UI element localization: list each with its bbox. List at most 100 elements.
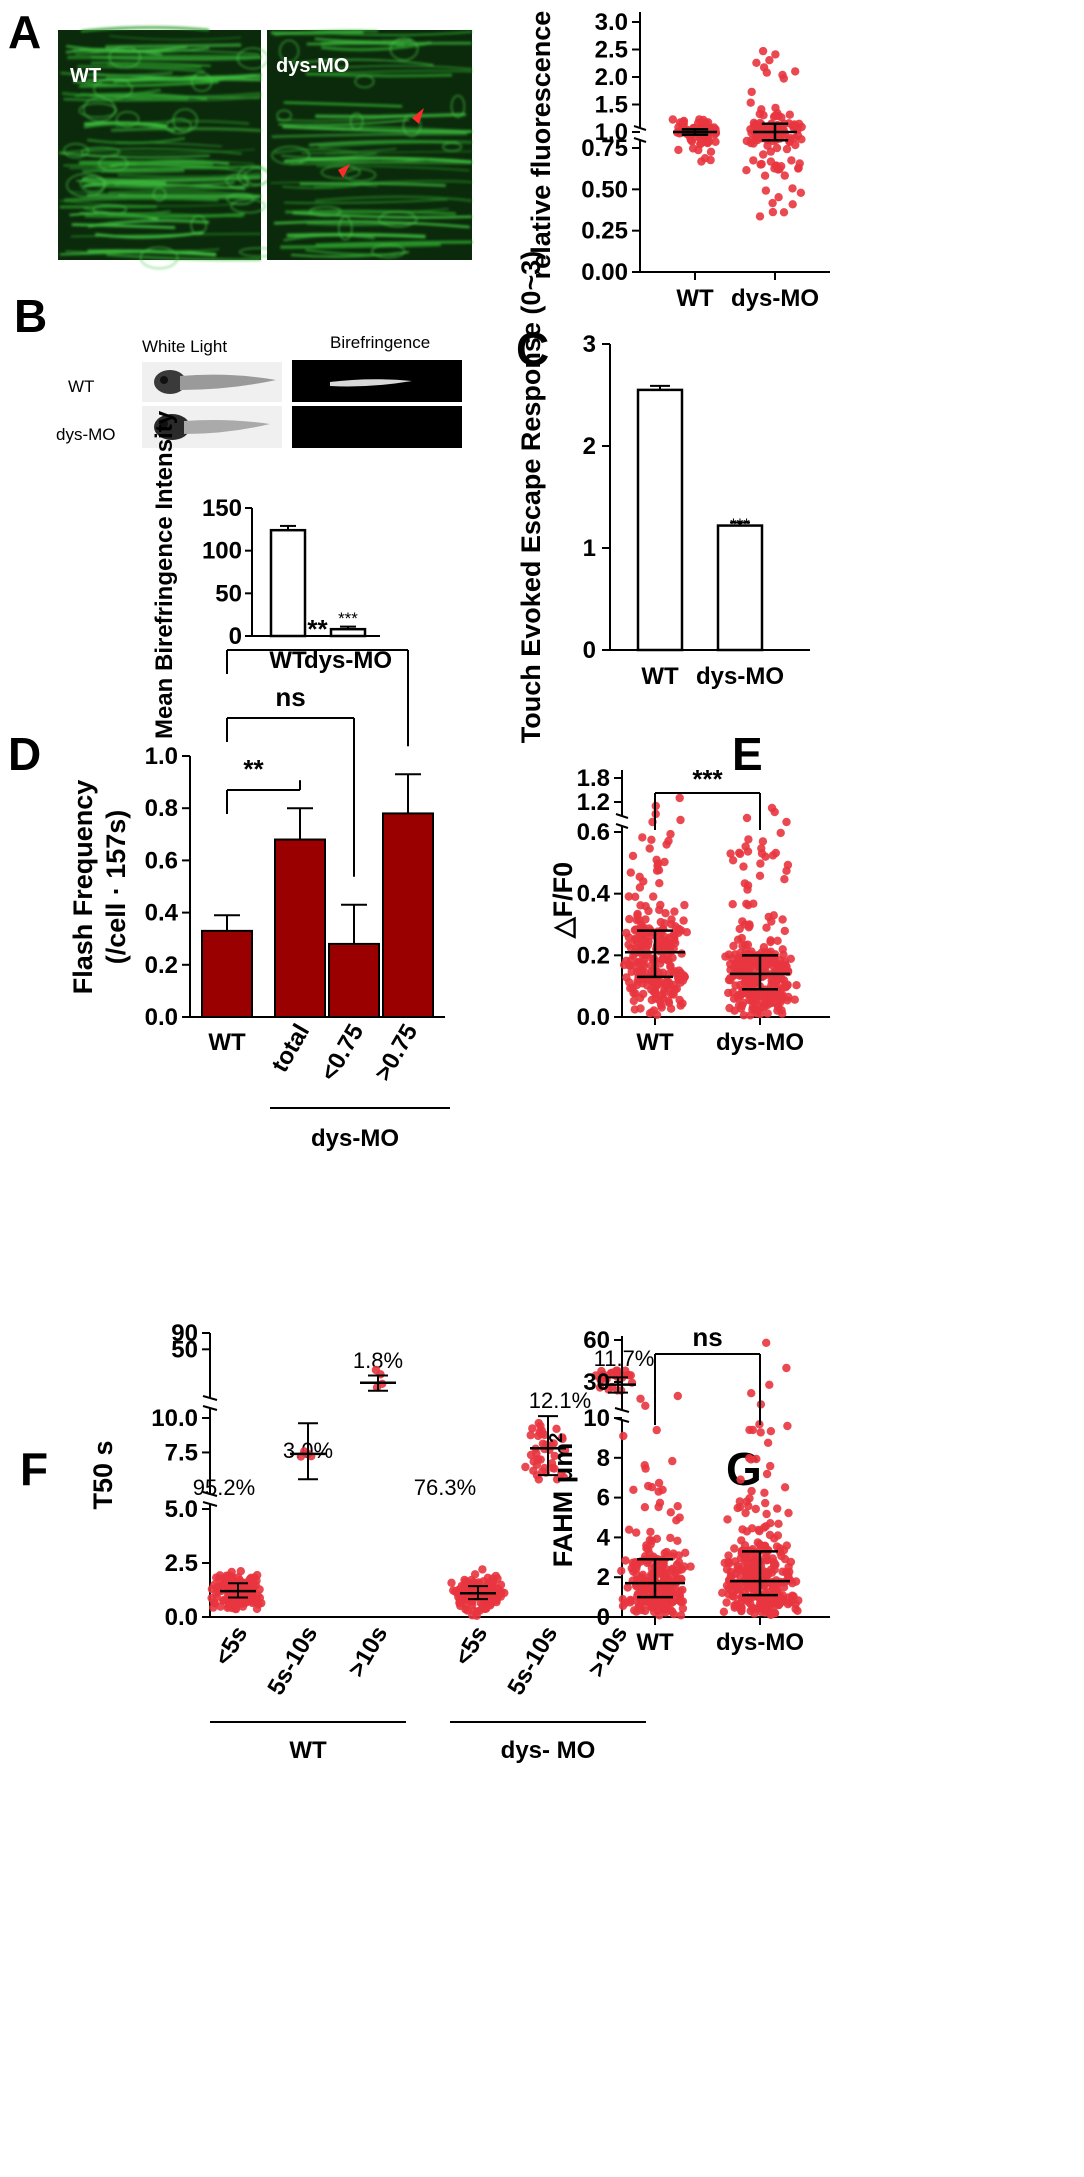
data-point	[457, 1581, 466, 1591]
data-point	[756, 160, 765, 169]
axis-break-mark	[202, 1491, 218, 1497]
fish-mo-white-light	[154, 414, 270, 440]
comparison-label: **	[243, 754, 264, 784]
data-point	[762, 1509, 771, 1519]
data-point	[762, 1469, 772, 1479]
data-point	[774, 193, 783, 202]
data-point	[730, 1544, 739, 1553]
y-tick-label: 1.0	[595, 119, 628, 146]
data-point	[679, 916, 688, 925]
data-point	[629, 1485, 638, 1495]
data-point	[746, 138, 755, 148]
data-point	[761, 1498, 770, 1508]
data-point	[775, 164, 784, 174]
data-point	[632, 1528, 641, 1537]
data-point	[534, 1431, 543, 1441]
y-tick-label: 0.00	[581, 259, 628, 286]
data-point	[637, 966, 647, 975]
y-tick-label: 1.0	[145, 743, 178, 770]
charts: 0.000.250.500.751.01.52.02.53.0relative …	[68, 9, 830, 1764]
data-point	[747, 87, 756, 97]
percentage-label: 95.2%	[193, 1475, 255, 1500]
data-point	[660, 954, 669, 963]
data-point	[767, 803, 777, 813]
y-tick-label: 0	[583, 637, 596, 664]
x-tick-label: WT	[269, 647, 307, 674]
data-point	[718, 1588, 727, 1598]
data-point	[676, 1611, 686, 1620]
data-point	[752, 1454, 761, 1464]
data-point	[760, 1541, 770, 1551]
data-point	[780, 171, 789, 180]
data-point	[781, 983, 790, 992]
data-point	[658, 1604, 667, 1613]
y-tick-label: 2.0	[595, 64, 628, 91]
data-point	[726, 1571, 736, 1581]
data-point	[624, 892, 633, 901]
data-point	[734, 1602, 743, 1611]
y-tick-label: 30	[583, 1369, 610, 1396]
data-point	[741, 1508, 750, 1518]
panel-label-a: A	[8, 6, 41, 58]
data-point	[659, 924, 668, 934]
data-point	[737, 1001, 747, 1010]
data-point	[734, 955, 743, 964]
data-point	[209, 1597, 219, 1607]
data-point	[739, 862, 748, 871]
data-point	[652, 1425, 661, 1435]
axis-break-mark	[202, 1405, 218, 1411]
data-point	[706, 147, 716, 156]
data-point	[635, 872, 644, 881]
y-tick-label: 1	[583, 535, 596, 562]
x-tick-label: <0.75	[315, 1020, 369, 1086]
data-point	[552, 1475, 562, 1484]
data-point	[495, 1589, 505, 1598]
y-axis-label: Flash Frequency	[68, 780, 98, 995]
data-point	[724, 988, 733, 998]
data-point	[696, 139, 705, 149]
data-point	[624, 933, 634, 942]
data-point	[737, 933, 746, 943]
data-point	[481, 1604, 491, 1613]
data-point	[790, 995, 799, 1004]
data-point	[673, 1536, 682, 1546]
data-point	[742, 166, 751, 175]
data-point	[596, 1375, 605, 1384]
chart-e: 0.0 0.2 0.4 0.6 1.21.8 △F/F0 WT dys-MO ***	[548, 764, 830, 1056]
bar-0	[636, 388, 684, 652]
x-tick-label: >0.75	[369, 1020, 423, 1086]
data-point	[752, 58, 761, 67]
y-tick-label: 2.5	[165, 1550, 198, 1577]
bar-0	[269, 528, 307, 638]
bar-3	[382, 812, 434, 1018]
data-point	[778, 1009, 787, 1018]
data-point	[667, 920, 676, 929]
x-tick-label: WT	[636, 1629, 674, 1656]
x-tick-label: dys-MO	[716, 1029, 804, 1056]
y-axis-label: Mean Birefringence Intensity	[151, 410, 178, 739]
y-tick-label: 5.0	[165, 1496, 198, 1523]
data-point	[779, 74, 788, 83]
y-tick-label: 0.8	[145, 795, 178, 822]
data-point	[768, 207, 778, 217]
data-point	[766, 1427, 776, 1436]
data-point	[240, 1594, 249, 1604]
data-point	[636, 1394, 645, 1404]
y-tick-label: 2.5	[595, 37, 628, 64]
data-point	[788, 184, 797, 193]
data-point	[675, 793, 684, 803]
y-axis-label: △F/F0	[548, 862, 578, 939]
data-point	[758, 837, 768, 846]
y-axis-label: relative fluorescence	[526, 11, 556, 280]
data-point	[550, 1451, 559, 1461]
data-point	[742, 989, 751, 998]
data-point	[645, 1009, 655, 1018]
data-point	[678, 999, 687, 1008]
data-point	[668, 1597, 678, 1607]
micrograph-wt-label: WT	[70, 65, 101, 87]
data-point	[637, 1584, 646, 1594]
data-point	[743, 885, 752, 894]
data-point	[630, 1606, 639, 1615]
data-point	[762, 68, 771, 77]
